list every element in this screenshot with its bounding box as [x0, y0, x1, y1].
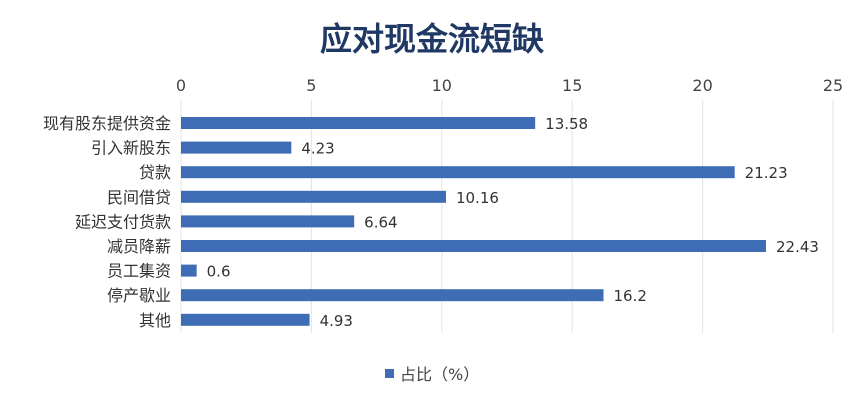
category-label: 引入新股东: [91, 139, 171, 158]
category-label: 停产歇业: [107, 286, 171, 305]
chart-title: 应对现金流短缺: [319, 20, 544, 58]
legend-swatch: [385, 368, 394, 378]
bar: [181, 313, 310, 326]
bar: [181, 166, 735, 179]
x-tick-label: 0: [176, 76, 186, 95]
bar: [181, 141, 292, 154]
bar: [181, 117, 536, 129]
category-label: 其他: [139, 311, 171, 330]
x-tick-label: 20: [692, 76, 712, 95]
bar: [181, 215, 355, 228]
data-label: 0.6: [207, 263, 231, 281]
x-tick-label: 15: [562, 76, 582, 95]
bar: [181, 289, 604, 302]
data-label: 6.64: [364, 213, 397, 231]
data-label: 13.58: [545, 115, 588, 133]
category-label: 延迟支付货款: [75, 212, 171, 231]
legend-label: 占比（%）: [400, 365, 480, 384]
x-tick-label: 25: [823, 76, 843, 95]
bar: [181, 190, 446, 203]
data-label: 16.2: [613, 287, 646, 305]
data-label: 4.93: [320, 312, 353, 330]
category-label: 员工集资: [107, 262, 171, 281]
x-tick-label: 10: [432, 76, 452, 95]
bar: [181, 240, 766, 252]
category-label: 贷款: [139, 163, 171, 182]
data-label: 21.23: [745, 164, 788, 182]
x-tick-label: 5: [306, 76, 316, 95]
category-label: 减员降薪: [107, 237, 171, 256]
legend: 占比（%）: [385, 361, 479, 385]
category-label: 现有股东提供资金: [43, 114, 171, 133]
data-label: 10.16: [456, 189, 499, 207]
data-label: 22.43: [776, 238, 819, 256]
bar: [181, 264, 197, 277]
category-label: 民间借贷: [107, 188, 171, 207]
data-label: 4.23: [301, 140, 334, 158]
